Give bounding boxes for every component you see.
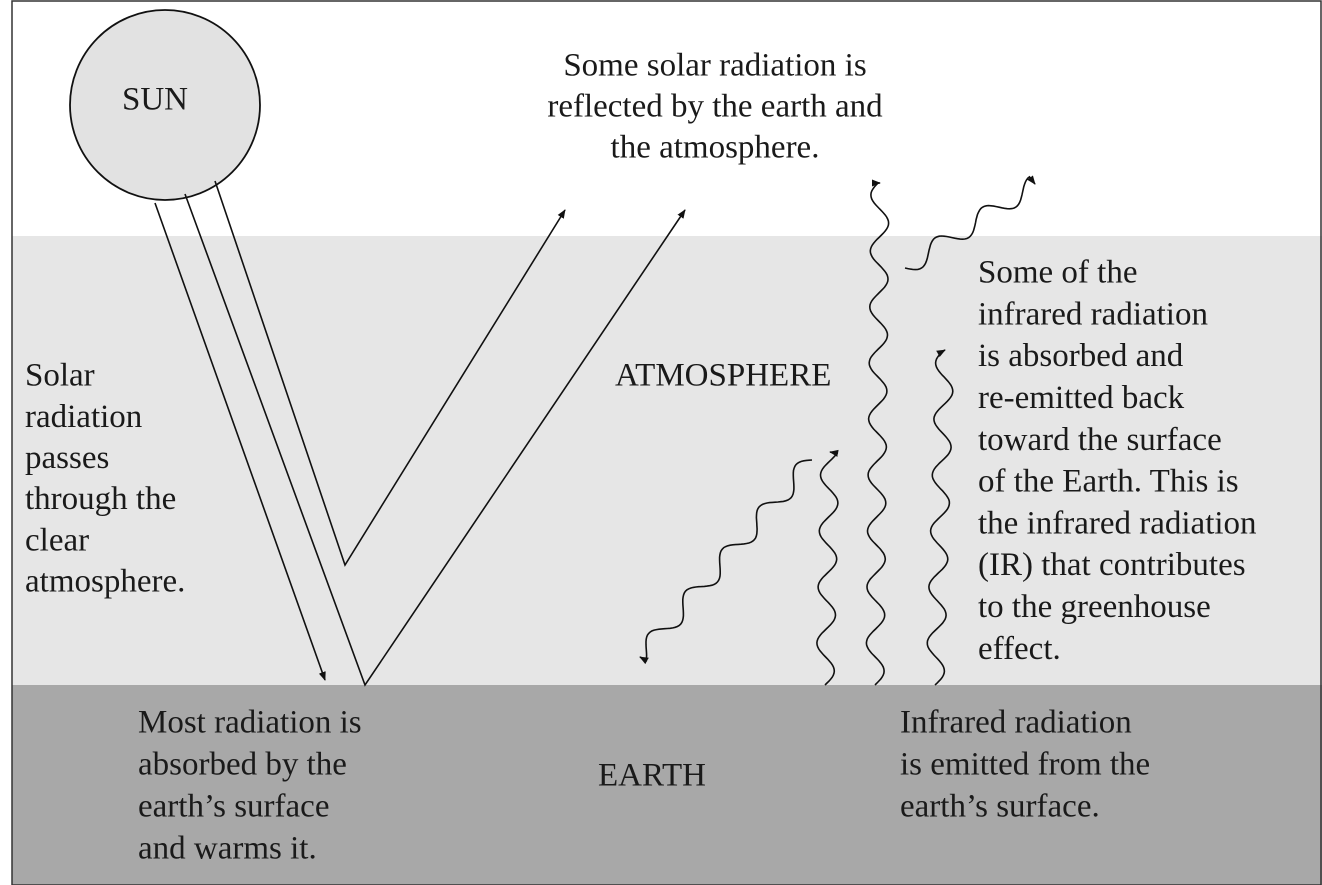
annotation-line: effect.	[978, 631, 1061, 667]
annotation-line: (IR) that contributes	[978, 547, 1246, 583]
annotation-line: toward the surface	[978, 422, 1222, 458]
annotation-line: Most radiation is	[138, 705, 362, 741]
solar-ray	[154, 202, 326, 681]
annotation-line: Solar	[25, 358, 95, 394]
infrared-ray	[904, 175, 1036, 271]
annotation-line: Some solar radiation is	[563, 48, 866, 84]
earth-label: EARTH	[598, 758, 706, 794]
sun	[69, 9, 261, 201]
annotation-line: the atmosphere.	[611, 130, 820, 166]
annotation-line: earth’s surface	[138, 789, 329, 825]
annotation-line: of the Earth. This is	[978, 464, 1239, 500]
annotation-line: to the greenhouse	[978, 589, 1211, 625]
annotation-line: the infrared radiation	[978, 505, 1257, 541]
annotation-line: Infrared radiation	[900, 705, 1132, 741]
infrared-ray	[926, 349, 954, 686]
sun-label: SUN	[122, 82, 188, 118]
earth-region	[12, 685, 1322, 885]
annotation-line: earth’s surface.	[900, 789, 1100, 825]
annotation-line: infrared radiation	[978, 296, 1208, 332]
annotation-line: is absorbed and	[978, 338, 1184, 374]
reflected-ray	[184, 193, 686, 687]
infrared-ray	[865, 179, 890, 686]
annotation-line: absorbed by the	[138, 747, 347, 783]
annotation-line: passes	[25, 440, 109, 476]
annotation-line: radiation	[25, 399, 142, 435]
annotation-line: clear	[25, 522, 89, 558]
annotation-line: and warms it.	[138, 831, 317, 867]
reflected-ray	[214, 180, 566, 567]
atmosphere-label: ATMOSPHERE	[615, 358, 831, 394]
infrared-ray	[639, 459, 813, 665]
frame	[11, 0, 1322, 885]
atmosphere-region	[12, 236, 1322, 685]
annotation-line: Some of the	[978, 255, 1137, 291]
infrared-ray	[816, 449, 839, 686]
annotation-line: reflected by the earth and	[547, 89, 883, 125]
annotation-line: atmosphere.	[25, 564, 185, 600]
annotation-line: re-emitted back	[978, 380, 1185, 416]
annotation-line: is emitted from the	[900, 747, 1150, 783]
annotation-line: through the	[25, 481, 176, 517]
